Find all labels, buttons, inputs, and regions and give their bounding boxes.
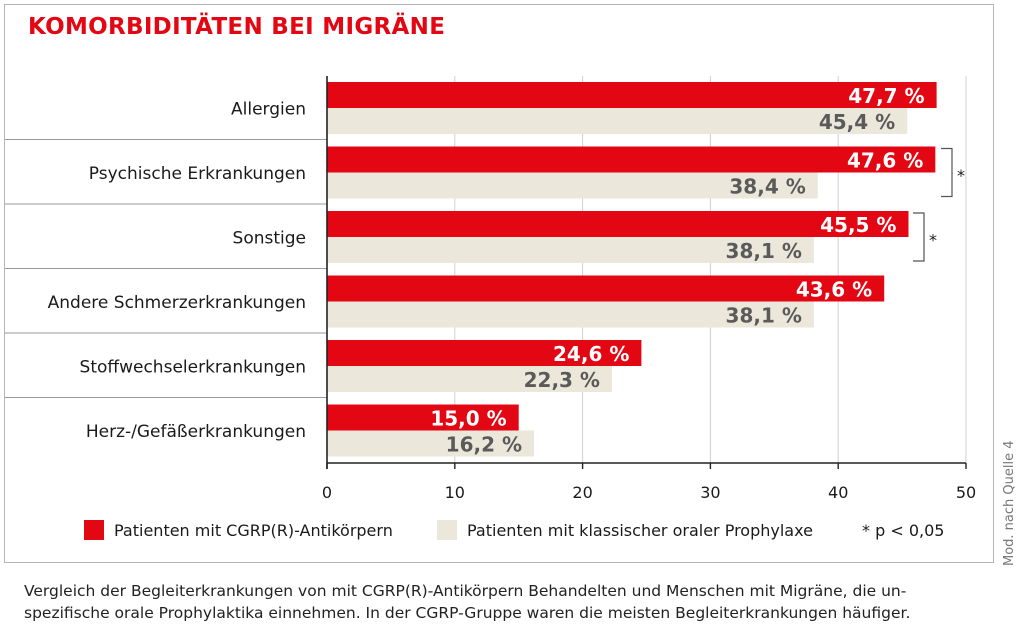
x-tick-label: 10: [445, 483, 465, 502]
bar-cgrp: [327, 146, 936, 173]
category-label: Andere Schmerzerkrankungen: [48, 293, 306, 313]
figure-caption: Vergleich der Begleiterkrankungen von mi…: [24, 582, 911, 622]
x-tick-label: 30: [700, 483, 720, 502]
category-label: Stoffwechselerkrankungen: [80, 357, 306, 377]
x-tick-label: 50: [956, 483, 976, 502]
x-tick-label: 40: [828, 483, 848, 502]
category-label: Sonstige: [233, 228, 306, 248]
bar-classic: [327, 172, 818, 199]
legend-swatch-cgrp: [84, 520, 104, 540]
category-label: Psychische Erkrankungen: [89, 164, 306, 184]
bar-classic: [327, 237, 814, 263]
bar-cgrp: [327, 404, 519, 431]
data-label-classic: 38,1 %: [726, 239, 802, 263]
data-label-classic: 45,4 %: [819, 110, 895, 134]
data-label-classic: 22,3 %: [524, 368, 600, 392]
data-label-cgrp: 47,6 %: [847, 149, 923, 173]
legend-swatch-classic: [437, 520, 457, 540]
category-label: Herz-/Gefäßerkrankungen: [86, 422, 306, 442]
data-label-cgrp: 47,7 %: [848, 84, 924, 108]
data-label-cgrp: 43,6 %: [796, 278, 872, 302]
bar-cgrp: [327, 275, 885, 302]
significance-bracket: [913, 212, 925, 262]
data-label-classic: 16,2 %: [446, 433, 522, 457]
data-label-cgrp: 45,5 %: [820, 213, 896, 237]
significance-marker: *: [957, 166, 965, 185]
bar-classic: [327, 366, 612, 392]
bar-classic: [327, 430, 535, 457]
bar-classic: [327, 108, 908, 134]
bar-classic: [327, 301, 814, 328]
bar-cgrp: [327, 340, 642, 366]
significance-bracket: [941, 147, 953, 198]
bar-cgrp: [327, 82, 937, 108]
data-label-classic: 38,1 %: [726, 304, 802, 328]
chart-frame: [4, 4, 994, 563]
source-note: Mod. nach Quelle 4: [1002, 440, 1017, 566]
chart-title: KOMORBIDITÄTEN BEI MIGRÄNE: [28, 14, 446, 40]
legend-label-cgrp: Patienten mit CGRP(R)-Antikörpern: [114, 521, 393, 540]
legend-label-classic: Patienten mit klassischer oraler Prophyl…: [467, 521, 813, 540]
significance-marker: *: [929, 230, 937, 249]
data-label-cgrp: 24,6 %: [553, 342, 629, 366]
x-tick-label: 20: [572, 483, 592, 502]
data-label-classic: 38,4 %: [729, 175, 805, 199]
x-tick-label: 0: [322, 483, 332, 502]
category-label: Allergien: [231, 99, 306, 119]
bar-cgrp: [327, 211, 909, 237]
legend-significance: * p < 0,05: [862, 521, 944, 540]
data-label-cgrp: 15,0 %: [430, 407, 506, 431]
bar-chart: Allergien 47,7 %45,4 % Psychische Erkranku…: [5, 76, 976, 540]
